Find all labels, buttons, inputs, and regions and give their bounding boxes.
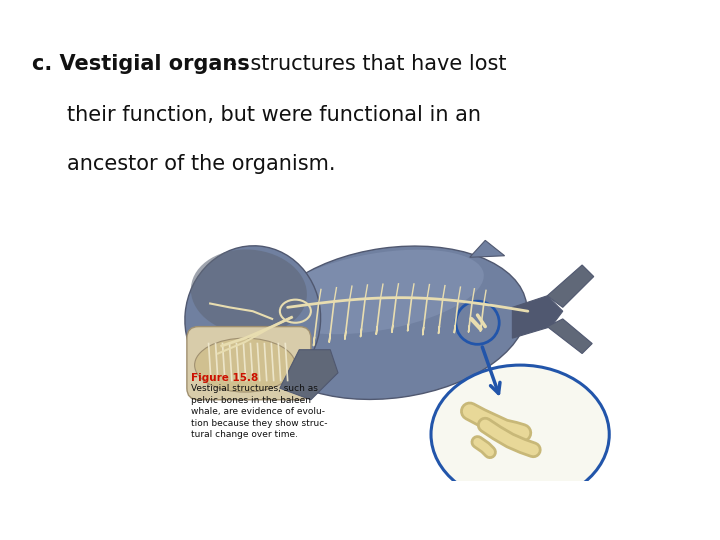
Ellipse shape — [194, 338, 295, 392]
Polygon shape — [513, 296, 563, 338]
Ellipse shape — [185, 246, 320, 392]
Polygon shape — [280, 350, 338, 400]
Text: their function, but were functional in an: their function, but were functional in a… — [67, 105, 481, 125]
Text: Vestigial structures, such as
pelvic bones in the baleen
whale, are evidence of : Vestigial structures, such as pelvic bon… — [191, 384, 328, 439]
Ellipse shape — [270, 249, 484, 334]
Ellipse shape — [258, 246, 527, 400]
Text: ancestor of the organism.: ancestor of the organism. — [67, 154, 336, 174]
Text: c. Vestigial organs: c. Vestigial organs — [32, 54, 250, 74]
Ellipse shape — [431, 365, 609, 504]
FancyBboxPatch shape — [187, 327, 311, 400]
Text: Figure 15.8: Figure 15.8 — [191, 373, 258, 383]
Polygon shape — [547, 319, 593, 354]
Ellipse shape — [191, 249, 307, 334]
Text: -  structures that have lost: - structures that have lost — [223, 54, 507, 74]
Polygon shape — [469, 240, 505, 257]
Polygon shape — [547, 265, 594, 307]
